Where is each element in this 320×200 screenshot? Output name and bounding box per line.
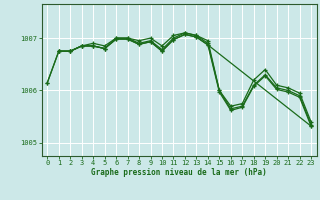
X-axis label: Graphe pression niveau de la mer (hPa): Graphe pression niveau de la mer (hPa) [91, 168, 267, 177]
